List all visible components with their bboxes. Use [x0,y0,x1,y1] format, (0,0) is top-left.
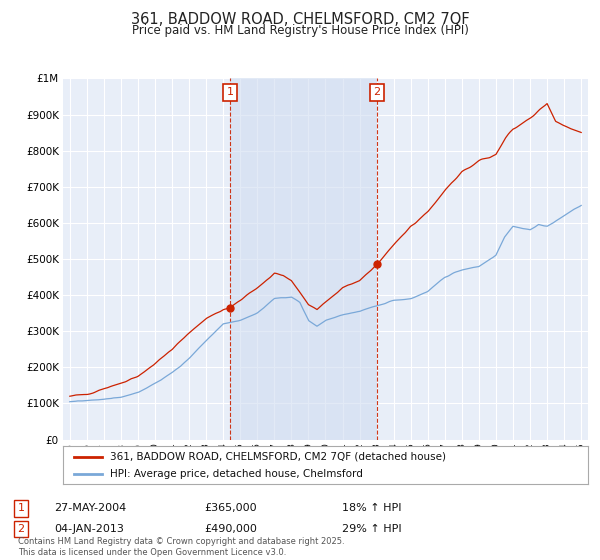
Text: 1: 1 [17,503,25,514]
Text: Contains HM Land Registry data © Crown copyright and database right 2025.
This d: Contains HM Land Registry data © Crown c… [18,537,344,557]
Text: 361, BADDOW ROAD, CHELMSFORD, CM2 7QF: 361, BADDOW ROAD, CHELMSFORD, CM2 7QF [131,12,469,27]
Text: 04-JAN-2013: 04-JAN-2013 [54,524,124,534]
Text: £490,000: £490,000 [204,524,257,534]
Text: HPI: Average price, detached house, Chelmsford: HPI: Average price, detached house, Chel… [110,469,363,479]
Text: 361, BADDOW ROAD, CHELMSFORD, CM2 7QF (detached house): 361, BADDOW ROAD, CHELMSFORD, CM2 7QF (d… [110,451,446,461]
Text: 2: 2 [373,87,380,97]
Text: 29% ↑ HPI: 29% ↑ HPI [342,524,401,534]
Text: Price paid vs. HM Land Registry's House Price Index (HPI): Price paid vs. HM Land Registry's House … [131,24,469,36]
Text: 1: 1 [227,87,233,97]
Text: £365,000: £365,000 [204,503,257,514]
Bar [230,78,377,440]
Text: 2: 2 [17,524,25,534]
Text: 27-MAY-2004: 27-MAY-2004 [54,503,126,514]
Text: 18% ↑ HPI: 18% ↑ HPI [342,503,401,514]
